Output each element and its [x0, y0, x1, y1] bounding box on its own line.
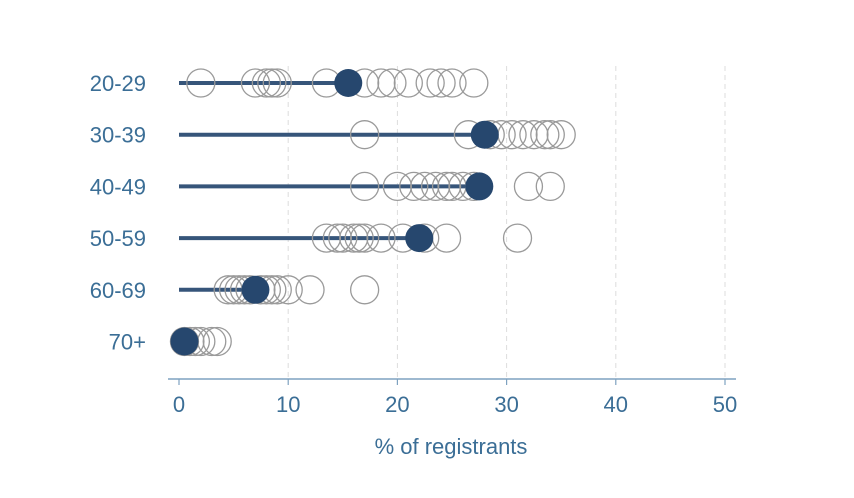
data-point — [382, 171, 413, 202]
data-point — [459, 68, 489, 98]
x-tick-label: 50 — [713, 392, 737, 417]
x-tick-label: 10 — [276, 392, 300, 417]
mean-point — [470, 120, 499, 149]
data-point — [535, 120, 565, 150]
data-point — [257, 68, 287, 98]
data-point — [437, 68, 467, 98]
gridlines — [287, 66, 726, 379]
data-point — [295, 275, 325, 305]
data-point — [431, 171, 462, 202]
data-point — [393, 68, 423, 98]
mean-point — [334, 69, 363, 97]
data-point — [328, 223, 358, 253]
data-point — [273, 275, 303, 305]
mean-point — [465, 172, 494, 201]
data-point — [186, 68, 216, 98]
data-point — [197, 326, 227, 357]
data-point — [349, 275, 380, 305]
mean-point — [241, 275, 270, 304]
data-point — [344, 223, 374, 253]
data-point — [519, 120, 549, 150]
category-label: 20-29 — [90, 71, 146, 96]
data-point — [530, 120, 560, 150]
data-point — [377, 68, 407, 98]
data-point — [366, 223, 396, 253]
data-point — [546, 120, 576, 150]
x-tick-label: 20 — [385, 392, 409, 417]
data-point — [535, 171, 565, 202]
x-tick-label: 30 — [494, 392, 518, 417]
data-point — [502, 223, 533, 253]
category-label: 70+ — [109, 330, 146, 355]
data-point — [262, 68, 292, 98]
x-tick-label: 40 — [604, 392, 628, 417]
category-labels: 20-29 30-39 40-49 50-59 60-69 70+ — [90, 71, 146, 355]
data-point — [311, 223, 342, 253]
data-point — [497, 120, 527, 150]
data-point — [431, 223, 462, 253]
data-point — [240, 68, 271, 98]
data-point — [420, 171, 451, 202]
data-point — [415, 68, 445, 98]
data-point — [349, 223, 380, 253]
category-label: 60-69 — [90, 278, 146, 303]
mean-point — [405, 224, 434, 253]
data-point — [322, 223, 352, 253]
data-point — [202, 326, 232, 357]
mean-point — [170, 327, 199, 356]
category-label: 50-59 — [90, 226, 146, 251]
data-point — [349, 120, 380, 150]
x-axis-title: % of registrants — [375, 434, 528, 459]
data-point — [366, 68, 396, 98]
data-point — [251, 68, 282, 98]
category-label: 40-49 — [90, 174, 146, 199]
x-tick-label: 0 — [173, 392, 185, 417]
data-point — [508, 120, 538, 150]
data-points — [169, 68, 576, 357]
data-point — [399, 171, 429, 202]
data-point — [426, 68, 456, 98]
x-axis: 0 10 20 30 40 50 — [168, 378, 737, 417]
data-point — [349, 171, 380, 202]
data-point — [410, 171, 440, 202]
data-point — [513, 171, 544, 202]
category-label: 30-39 — [90, 123, 146, 148]
mean-bars — [179, 81, 485, 344]
data-point — [339, 223, 369, 253]
